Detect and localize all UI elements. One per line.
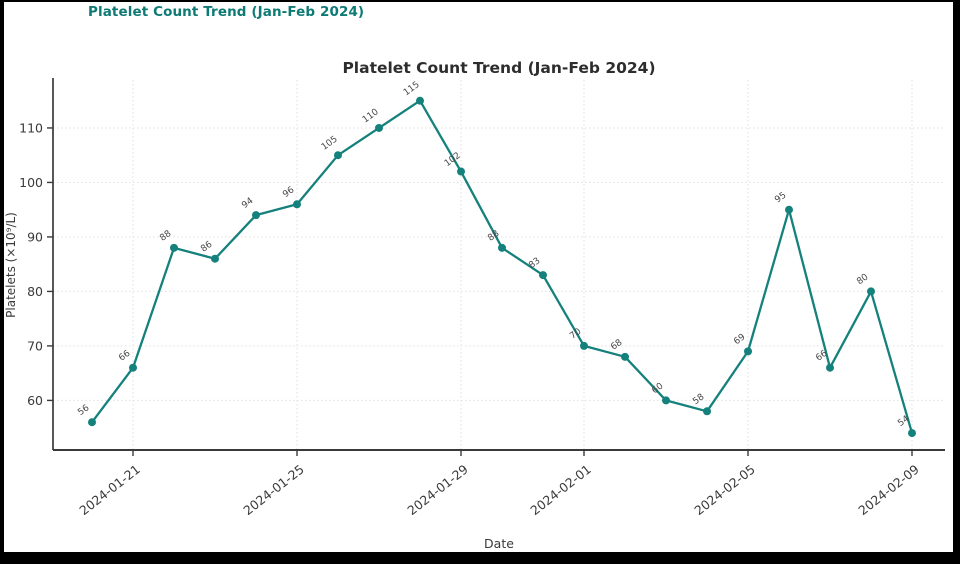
y-axis-title: Platelets (×10⁹/L) bbox=[4, 212, 18, 318]
data-point bbox=[826, 363, 834, 372]
data-point bbox=[744, 347, 752, 356]
series-line bbox=[90, 99, 914, 435]
y-tick-label: 110 bbox=[19, 120, 43, 135]
point-label: 68 bbox=[609, 338, 624, 353]
data-point bbox=[621, 352, 629, 361]
frame-border-left bbox=[0, 0, 4, 564]
data-point bbox=[785, 205, 793, 214]
x-tick-label: 2024-02-09 bbox=[855, 462, 922, 519]
point-label: 102 bbox=[443, 151, 463, 169]
data-point bbox=[416, 96, 424, 105]
data-point bbox=[211, 254, 219, 263]
data-point bbox=[375, 123, 383, 132]
y-tick-label: 80 bbox=[27, 284, 43, 299]
point-label: 83 bbox=[527, 256, 542, 271]
data-point bbox=[580, 341, 588, 350]
data-point bbox=[908, 429, 916, 438]
frame-border-bottom bbox=[0, 552, 960, 564]
point-label: 69 bbox=[732, 332, 747, 347]
y-tick-label: 100 bbox=[19, 175, 43, 190]
point-label: 95 bbox=[773, 191, 788, 206]
gridlines bbox=[53, 80, 945, 450]
x-tick-label: 2024-01-25 bbox=[240, 462, 306, 519]
point-label: 115 bbox=[402, 80, 422, 98]
data-point bbox=[457, 167, 465, 176]
data-point bbox=[498, 243, 506, 252]
data-point bbox=[252, 211, 260, 220]
point-label: 58 bbox=[691, 392, 706, 407]
point-label: 94 bbox=[240, 196, 255, 211]
data-point bbox=[88, 418, 96, 427]
point-label: 80 bbox=[855, 272, 870, 287]
point-label: 88 bbox=[158, 229, 173, 244]
point-label: 66 bbox=[117, 349, 132, 364]
data-point bbox=[539, 271, 547, 280]
x-axis-title: Date bbox=[484, 536, 514, 551]
data-point bbox=[662, 396, 670, 405]
data-point bbox=[334, 151, 342, 160]
x-tick-label: 2024-01-29 bbox=[404, 462, 471, 519]
x-tick-label: 2024-02-05 bbox=[691, 462, 757, 519]
y-tick-label: 90 bbox=[27, 229, 43, 244]
series bbox=[90, 99, 914, 435]
y-tick-label: 60 bbox=[27, 393, 43, 408]
point-label: 56 bbox=[76, 403, 91, 418]
x-axis-ticks: 2024-01-21 2024-01-25 2024-01-29 2024-02-01… bbox=[76, 450, 922, 518]
data-point bbox=[703, 407, 711, 416]
x-tick-label: 2024-02-01 bbox=[527, 462, 593, 519]
data-point bbox=[293, 200, 301, 209]
x-tick-label: 2024-01-21 bbox=[76, 462, 142, 519]
axes bbox=[52, 78, 945, 451]
data-point bbox=[129, 363, 137, 372]
y-axis-ticks: 60 70 80 90 100 110 bbox=[19, 120, 53, 408]
point-label: 86 bbox=[199, 240, 214, 255]
point-label: 96 bbox=[281, 185, 296, 200]
point-label: 105 bbox=[320, 134, 340, 152]
frame-border-right bbox=[953, 0, 960, 564]
data-point bbox=[170, 243, 178, 252]
point-label: 110 bbox=[361, 107, 381, 125]
y-tick-label: 70 bbox=[27, 338, 43, 353]
data-point bbox=[867, 287, 875, 296]
page-title: Platelet Count Trend (Jan-Feb 2024) bbox=[88, 4, 365, 20]
frame-border-top bbox=[0, 0, 960, 2]
data-points bbox=[88, 96, 916, 438]
chart-title: Platelet Count Trend (Jan-Feb 2024) bbox=[342, 59, 655, 77]
point-label: 60 bbox=[650, 381, 665, 396]
